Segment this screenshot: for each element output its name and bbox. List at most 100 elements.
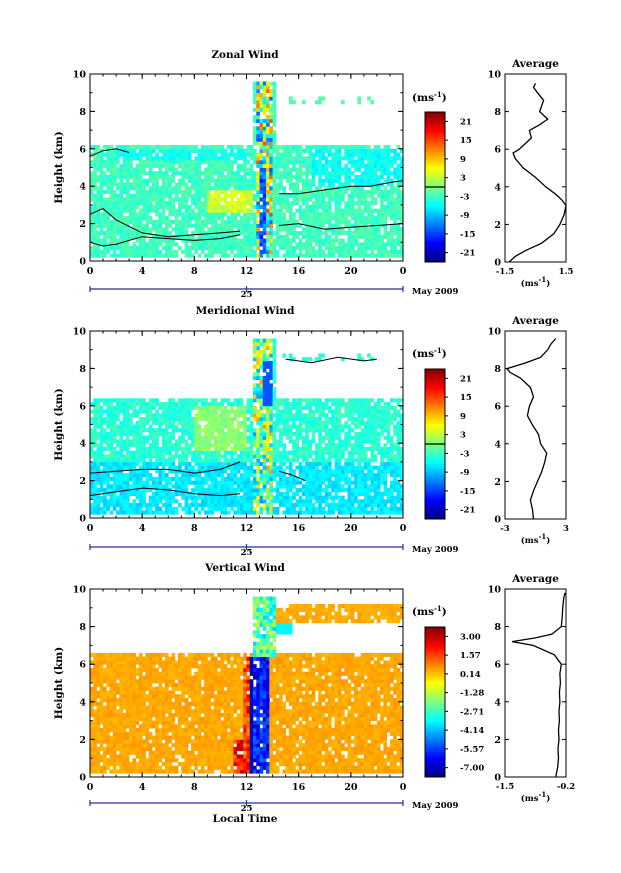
heatmap-cell [288, 476, 293, 481]
heatmap-cell [155, 178, 159, 183]
heatmap-cell [197, 469, 202, 474]
heatmap-cell [96, 488, 101, 493]
unit-exponent: -1 [434, 90, 442, 99]
heatmap-cell [223, 246, 228, 251]
heatmap-cell [158, 402, 163, 407]
heatmap-cell [125, 186, 130, 191]
heatmap-cell [308, 420, 313, 425]
heatmap-cell [187, 503, 192, 508]
heatmap-cell [142, 439, 146, 444]
heatmap-cell [148, 458, 153, 463]
heatmap-cell [233, 431, 238, 437]
heatmap-cell [272, 379, 277, 384]
heatmap-cell [99, 476, 104, 481]
heatmap-cell [334, 469, 339, 474]
heatmap-cell [155, 488, 159, 493]
heatmap-cell [132, 431, 137, 437]
heatmap-cell [272, 488, 277, 493]
heatmap-cell [350, 234, 355, 239]
heatmap-cell [207, 227, 212, 232]
heatmap-cell [230, 167, 234, 172]
heatmap-cell [292, 167, 296, 172]
heatmap-cell [125, 450, 130, 455]
heatmap-cell [119, 488, 123, 493]
heatmap-cell [226, 204, 231, 210]
heatmap-cell [360, 223, 365, 228]
heatmap-cell [324, 443, 329, 448]
heatmap-cell [125, 473, 130, 478]
heatmap-cell [164, 223, 169, 228]
heatmap-cell [220, 409, 225, 414]
heatmap-cell [168, 480, 172, 485]
heatmap-cell [184, 249, 189, 254]
colorbar-segment [425, 177, 445, 180]
heatmap-cell [337, 246, 342, 251]
heatmap-cell [142, 208, 146, 213]
heatmap-cell [262, 201, 267, 206]
heatmap-cell [275, 439, 280, 444]
heatmap-cell [96, 480, 101, 485]
heatmap-cell [367, 163, 371, 168]
heatmap-cell [197, 223, 202, 228]
heatmap-cell [236, 454, 241, 459]
heatmap-cell [223, 424, 228, 429]
heatmap-cell [168, 189, 172, 195]
heatmap-cell [138, 484, 143, 489]
colorbar-segment [425, 249, 445, 253]
heatmap-cell [155, 495, 159, 500]
heatmap-cell [204, 238, 208, 243]
heatmap-cell [200, 443, 205, 448]
heatmap-cell [187, 148, 192, 153]
heatmap-cell [112, 428, 117, 433]
heatmap-cell [298, 208, 303, 213]
heatmap-cell [324, 402, 329, 407]
heatmap-cell [132, 503, 137, 508]
heatmap-cell [158, 510, 163, 515]
heatmap-cell [119, 499, 123, 504]
heatmap-cell [243, 503, 247, 508]
heatmap-cell [116, 197, 120, 202]
heatmap-cell [223, 178, 228, 183]
heatmap-cell [389, 223, 394, 228]
heatmap-cell [226, 473, 231, 478]
colorbar-segment [425, 164, 445, 168]
heatmap-cell [341, 246, 345, 251]
heatmap-cell [337, 473, 342, 478]
heatmap-cell [220, 160, 225, 165]
heatmap-cell [288, 167, 293, 172]
heatmap-cell [357, 156, 362, 161]
heatmap-cell [318, 450, 322, 455]
heatmap-cell [269, 167, 273, 172]
heatmap-cell [125, 152, 130, 157]
heatmap-cell [93, 405, 97, 410]
heatmap-cell [308, 171, 313, 176]
unit-close: ) [546, 278, 550, 289]
heatmap-cell [308, 193, 313, 198]
heatmap-cell [292, 246, 296, 251]
heatmap-cell [285, 160, 290, 165]
heatmap-cell [249, 446, 254, 452]
heatmap-cell [334, 178, 339, 183]
heatmap-cell [233, 503, 238, 508]
heatmap-cell [279, 413, 283, 418]
heatmap-cell [226, 174, 231, 180]
heatmap-cell [191, 208, 195, 213]
heatmap-cell [96, 193, 101, 198]
heatmap-cell [122, 484, 127, 489]
heatmap-cell [226, 145, 231, 150]
heatmap-cell [350, 193, 355, 198]
heatmap-cell [285, 231, 290, 236]
heatmap-cell [301, 219, 306, 224]
heatmap-cell [106, 503, 110, 508]
heatmap-cell [272, 148, 277, 153]
heatmap-cell [269, 375, 273, 381]
heatmap-cell [308, 469, 313, 474]
heatmap-cell [119, 480, 123, 485]
heatmap-cell [181, 204, 185, 210]
heatmap-cell [204, 219, 208, 224]
heatmap-cell [269, 107, 273, 112]
heatmap-cell [308, 488, 313, 493]
heatmap-cell [197, 238, 202, 243]
heatmap-cell [129, 167, 133, 172]
